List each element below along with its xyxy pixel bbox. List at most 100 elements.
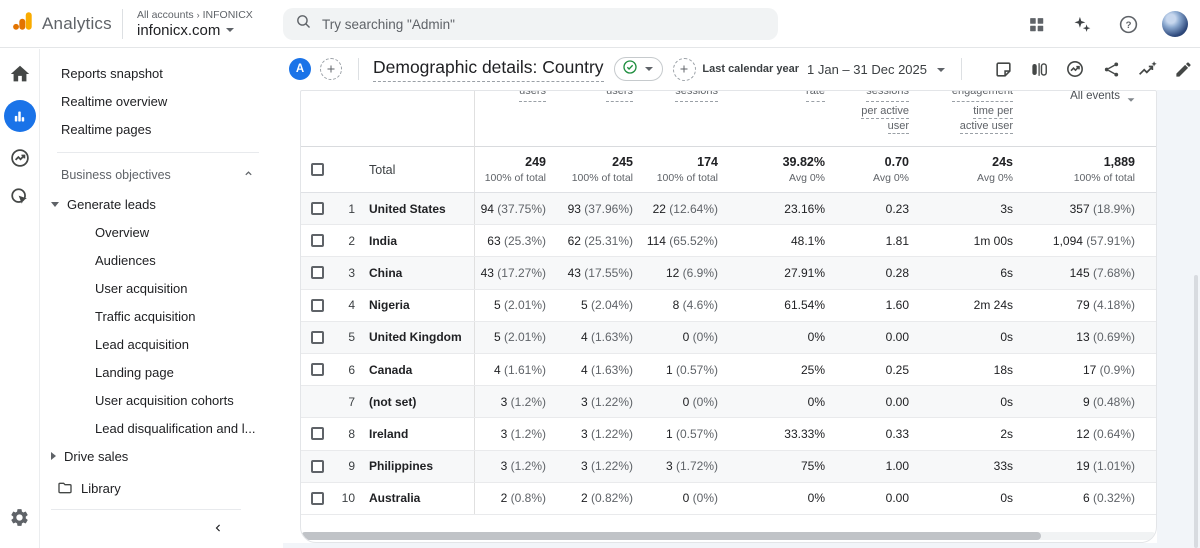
row-checkbox[interactable] bbox=[310, 234, 324, 248]
column-header-event-count[interactable]: All events bbox=[1013, 91, 1135, 147]
table-row: 9 Philippines 3 (1.2%) 3 (1.22%) 3 (1.72%) 75… bbox=[301, 450, 1156, 483]
date-range-label: Last calendar year bbox=[702, 63, 800, 75]
column-header-engaged-sessions-per-active-user[interactable]: sessions per active user bbox=[825, 91, 909, 147]
metric-cell: 1,094 (57.91%) bbox=[1052, 233, 1135, 248]
share-icon[interactable] bbox=[1100, 58, 1122, 80]
sidebar-item-audiences[interactable]: Audiences bbox=[41, 246, 283, 274]
page-title[interactable]: Demographic details: Country bbox=[373, 57, 604, 82]
country-name: (not set) bbox=[369, 394, 417, 409]
sidebar-item-lead-acquisition[interactable]: Lead acquisition bbox=[41, 330, 283, 358]
metric-cell: 0.25 bbox=[885, 362, 909, 377]
reports-icon[interactable] bbox=[3, 100, 36, 132]
advertising-icon[interactable] bbox=[7, 145, 33, 171]
metric-cell: 6 (0.32%) bbox=[1082, 491, 1135, 506]
table-row: 2 India 63 (25.3%) 62 (25.31%) 114 (65.52%) 4… bbox=[301, 225, 1156, 258]
country-cell: United States bbox=[357, 193, 475, 225]
sidebar-item-traffic-acquisition[interactable]: Traffic acquisition bbox=[41, 302, 283, 330]
sidebar-item-drive-sales[interactable]: Drive sales bbox=[41, 442, 283, 470]
country-name: China bbox=[369, 265, 403, 280]
gemini-sparkle-icon[interactable] bbox=[1070, 12, 1094, 36]
metric-cell: 3 (1.2%) bbox=[500, 394, 546, 409]
account-switcher[interactable]: All accounts › INFONICX infonicx.com bbox=[123, 9, 271, 39]
row-checkbox[interactable] bbox=[310, 330, 324, 344]
property-selector[interactable]: infonicx.com bbox=[137, 22, 271, 39]
country-name: Canada bbox=[369, 362, 413, 377]
row-number: 3 bbox=[348, 265, 355, 280]
apps-grid-icon[interactable] bbox=[1024, 12, 1048, 36]
chevron-down-icon bbox=[226, 28, 235, 32]
metric-cell: 114 (65.52%) bbox=[646, 233, 718, 248]
search-input[interactable] bbox=[322, 16, 766, 32]
row-checkbox[interactable] bbox=[310, 266, 324, 280]
note-icon[interactable] bbox=[992, 58, 1014, 80]
sidebar-item-reports-snapshot[interactable]: Reports snapshot bbox=[41, 59, 283, 87]
date-range-value[interactable]: 1 Jan – 31 Dec 2025 bbox=[807, 61, 927, 77]
sidebar-item-realtime-overview[interactable]: Realtime overview bbox=[41, 87, 283, 115]
column-header-engaged-sessions[interactable]: sessions bbox=[633, 91, 718, 147]
metric-cell: 1.00 bbox=[885, 459, 909, 474]
comparisons-icon[interactable] bbox=[1028, 58, 1050, 80]
add-report-tab-button[interactable] bbox=[672, 57, 696, 81]
sidebar-item-landing-page[interactable]: Landing page bbox=[41, 358, 283, 386]
admin-settings-icon[interactable] bbox=[7, 504, 33, 530]
sidebar-item-overview[interactable]: Overview bbox=[41, 218, 283, 246]
events-dropdown[interactable]: All events bbox=[1070, 91, 1135, 104]
sidebar-section-business-objectives[interactable]: Business objectives bbox=[41, 162, 283, 188]
search-bar[interactable] bbox=[283, 8, 778, 40]
table-row: 1 United States 94 (37.75%) 93 (37.96%) 22 (… bbox=[301, 193, 1156, 226]
insights-circle-icon[interactable] bbox=[1064, 58, 1086, 80]
sidebar-item-label: Library bbox=[81, 480, 121, 496]
total-value: 249 bbox=[525, 155, 546, 169]
metric-cell: 3 (1.72%) bbox=[665, 459, 718, 474]
comparison-chip[interactable]: A bbox=[289, 58, 311, 80]
row-number: 7 bbox=[348, 394, 355, 409]
column-header-new-users[interactable]: users bbox=[546, 91, 633, 147]
report-actions bbox=[992, 58, 1194, 80]
header-line: user bbox=[887, 120, 909, 134]
metric-cell: 25% bbox=[800, 362, 825, 377]
table-header-row: users users sessions rate sessions per active… bbox=[301, 91, 1156, 147]
explore-icon[interactable] bbox=[7, 184, 33, 210]
row-checkbox[interactable] bbox=[310, 163, 324, 176]
header-dimension-cell bbox=[357, 91, 475, 147]
row-checkbox[interactable] bbox=[310, 363, 324, 377]
row-checkbox[interactable] bbox=[310, 298, 324, 312]
search-icon bbox=[295, 13, 312, 35]
analytics-logo[interactable]: Analytics bbox=[0, 10, 122, 37]
column-header-active-users[interactable]: users bbox=[475, 91, 546, 147]
help-icon[interactable]: ? bbox=[1116, 12, 1140, 36]
row-checkbox[interactable] bbox=[310, 459, 324, 473]
home-icon[interactable] bbox=[7, 61, 33, 87]
chevron-down-icon bbox=[937, 68, 945, 72]
row-checkbox-cell bbox=[301, 491, 333, 505]
insights-sparkle-icon[interactable] bbox=[1136, 58, 1158, 80]
sidebar-item-library[interactable]: Library bbox=[41, 474, 283, 502]
edit-icon[interactable] bbox=[1172, 58, 1194, 80]
row-checkbox[interactable] bbox=[310, 202, 324, 216]
sidebar-item-generate-leads[interactable]: Generate leads bbox=[41, 190, 283, 218]
metric-cell: 0.33 bbox=[885, 426, 909, 441]
row-checkbox[interactable] bbox=[310, 427, 324, 441]
data-table-card: users users sessions rate sessions per active… bbox=[300, 90, 1157, 543]
report-status-pill[interactable] bbox=[613, 57, 663, 81]
add-comparison-button[interactable] bbox=[320, 58, 342, 80]
vertical-scrollbar[interactable] bbox=[1194, 275, 1198, 548]
total-label: Total bbox=[369, 162, 396, 177]
sidebar-nav: Reports snapshot Realtime overview Realtim… bbox=[41, 49, 283, 548]
collapse-sidebar-button[interactable] bbox=[206, 516, 230, 540]
row-checkbox[interactable] bbox=[310, 491, 324, 505]
collapse-group-icon[interactable] bbox=[51, 201, 59, 207]
user-avatar[interactable] bbox=[1162, 11, 1188, 37]
metric-cell: 1 (0.57%) bbox=[665, 362, 718, 377]
country-name: United States bbox=[369, 201, 446, 216]
sidebar-item-lead-disqualification-and-l[interactable]: Lead disqualification and l... bbox=[41, 414, 283, 442]
report-content: A Demographic details: Country Last cale… bbox=[283, 48, 1200, 548]
column-header-engagement-rate[interactable]: rate bbox=[718, 91, 825, 147]
header-line-clipped: users bbox=[606, 91, 633, 102]
column-header-engagement-time-per-active-user[interactable]: engagement time per active user bbox=[909, 91, 1013, 147]
horizontal-scrollbar[interactable] bbox=[301, 532, 1041, 540]
sidebar-item-user-acquisition-cohorts[interactable]: User acquisition cohorts bbox=[41, 386, 283, 414]
sidebar-item-user-acquisition[interactable]: User acquisition bbox=[41, 274, 283, 302]
expand-group-icon[interactable] bbox=[51, 452, 56, 460]
sidebar-item-realtime-pages[interactable]: Realtime pages bbox=[41, 115, 283, 143]
